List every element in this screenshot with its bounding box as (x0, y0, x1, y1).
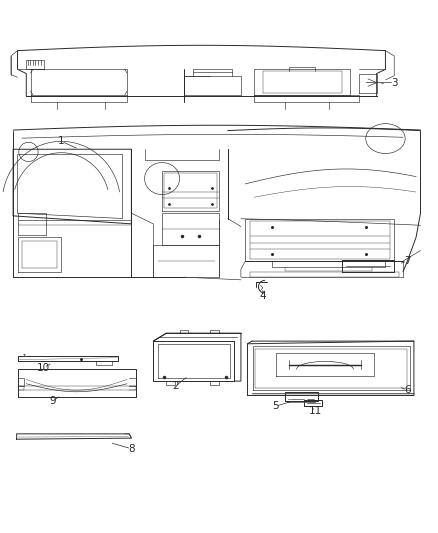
Text: 9: 9 (49, 396, 56, 406)
Text: 4: 4 (259, 291, 266, 301)
Text: 1: 1 (58, 136, 65, 146)
Text: 3: 3 (391, 78, 398, 87)
Text: 5: 5 (272, 401, 279, 411)
Text: 10: 10 (37, 363, 50, 373)
Text: 7: 7 (404, 256, 411, 266)
Text: 8: 8 (128, 444, 135, 454)
Text: 11: 11 (309, 407, 322, 416)
Text: 2: 2 (172, 382, 179, 391)
Text: 6: 6 (404, 385, 411, 395)
